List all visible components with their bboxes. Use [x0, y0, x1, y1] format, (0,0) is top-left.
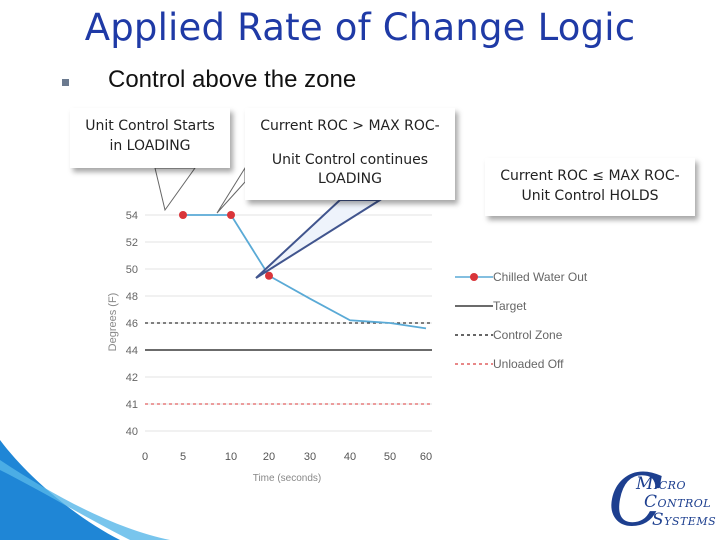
x-tick-label: 50: [384, 451, 396, 463]
x-axis-title: Time (seconds): [253, 473, 322, 484]
callout-pointers: [154, 166, 384, 279]
legend-marker: [470, 273, 478, 281]
callout-continues-loading: Current ROC > MAX ROC- Unit Control cont…: [245, 108, 455, 200]
y-tick-label: 44: [126, 345, 138, 357]
callout-right-line2: Unit Control HOLDS: [521, 187, 659, 204]
bullet-icon: [62, 79, 69, 86]
callout-middle-line1: Current ROC > MAX ROC-: [260, 118, 440, 134]
callout-starts-loading: Unit Control Starts in LOADING: [70, 108, 230, 168]
swoosh-dark: [0, 440, 120, 540]
data-point-marker: [179, 211, 187, 219]
callout-middle-line3: LOADING: [318, 171, 382, 188]
micro-control-systems-logo: C MICRO CONTROL SYSTEMS: [608, 458, 717, 542]
x-tick-label: 40: [344, 451, 356, 463]
logo-big-c-icon: C: [608, 458, 664, 542]
y-tick-label: 54: [126, 210, 138, 222]
bullet-text: Control above the zone: [108, 66, 357, 93]
callout-left-line2: in LOADING: [109, 137, 191, 154]
x-tick-label: 60: [420, 451, 432, 463]
x-tick-label: 10: [225, 451, 237, 463]
callout-pointer-left: [154, 167, 196, 212]
page-title: Applied Rate of Change Logic: [84, 6, 636, 49]
y-tick-label: 40: [126, 426, 138, 438]
callout-right-line1: Current ROC ≤ MAX ROC-: [500, 168, 680, 184]
callout-pointer-middle-a: [216, 166, 246, 214]
y-tick-label: 41: [126, 399, 138, 411]
callout-left-line1: Unit Control Starts: [85, 118, 215, 134]
y-tick-label: 46: [126, 318, 138, 330]
y-tick-label: 52: [126, 237, 138, 249]
x-tick-label: 20: [263, 451, 275, 463]
y-tick-label: 50: [126, 264, 138, 276]
logo-row-3: SYSTEMS: [652, 510, 717, 530]
callout-middle-line2: Unit Control continues: [271, 151, 429, 168]
chart-lines: [145, 211, 432, 405]
x-tick-label: 30: [304, 451, 316, 463]
legend-label: Unloaded Off: [493, 357, 564, 371]
y-tick-label: 42: [126, 372, 138, 384]
callout-holds: Current ROC ≤ MAX ROC- Unit Control HOLD…: [485, 158, 695, 216]
callout-pointer-middle-b: [255, 199, 384, 279]
logo-row-1: MICRO: [636, 474, 686, 494]
legend-label: Chilled Water Out: [493, 270, 588, 284]
x-tick-label: 5: [180, 451, 186, 463]
data-point-marker: [265, 271, 273, 280]
y-tick-label: 48: [126, 291, 138, 303]
x-tick-label: 0: [142, 451, 148, 463]
chart-legend: Chilled Water Out Target Control Zone Unloa…: [455, 270, 588, 371]
logo-row-2: CONTROL: [644, 492, 712, 512]
legend-label: Control Zone: [493, 328, 563, 342]
data-point-marker: [227, 211, 235, 219]
y-axis-title: Degrees (F): [107, 293, 119, 352]
legend-label: Target: [493, 299, 527, 313]
chart-axes: 54 52 50 48 46 44 42 41 40 0 5 10 20 30 40 50 60 Time (se…: [107, 210, 432, 484]
